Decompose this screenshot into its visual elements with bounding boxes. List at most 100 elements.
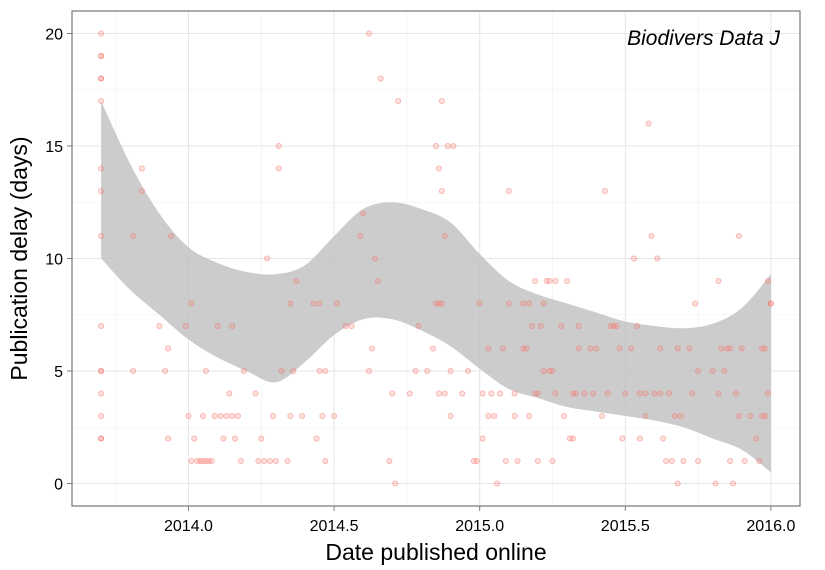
data-point — [732, 390, 739, 397]
data-point — [331, 412, 338, 419]
data-point — [313, 435, 320, 442]
data-point — [98, 53, 105, 60]
data-point — [604, 390, 611, 397]
data-point — [485, 345, 492, 352]
data-point — [473, 457, 480, 464]
data-point — [269, 412, 276, 419]
data-point — [502, 457, 509, 464]
data-point — [645, 120, 652, 127]
data-point — [564, 277, 571, 284]
data-point — [371, 255, 378, 262]
data-point — [412, 367, 419, 374]
data-point — [709, 367, 716, 374]
data-point — [735, 412, 742, 419]
data-point — [316, 300, 323, 307]
data-point — [648, 232, 655, 239]
y-tick-label: 5 — [54, 364, 63, 381]
data-point — [668, 457, 675, 464]
data-point — [756, 457, 763, 464]
data-point — [479, 435, 486, 442]
data-point — [549, 457, 556, 464]
data-point — [322, 367, 329, 374]
data-point — [98, 412, 105, 419]
data-point — [316, 367, 323, 374]
data-point — [692, 300, 699, 307]
data-point — [677, 412, 684, 419]
data-point — [622, 390, 629, 397]
data-point — [575, 322, 582, 329]
data-point — [188, 457, 195, 464]
data-point — [333, 300, 340, 307]
data-point — [275, 142, 282, 149]
data-point — [497, 390, 504, 397]
data-point — [715, 390, 722, 397]
data-point — [232, 435, 239, 442]
data-point — [299, 412, 306, 419]
data-point — [368, 345, 375, 352]
data-point — [290, 367, 297, 374]
x-tick-label: 2015.5 — [601, 518, 650, 535]
data-point — [741, 457, 748, 464]
data-point — [534, 457, 541, 464]
data-point — [98, 75, 105, 82]
data-point — [444, 142, 451, 149]
data-point — [229, 412, 236, 419]
data-point — [689, 390, 696, 397]
data-point — [619, 435, 626, 442]
data-point — [593, 345, 600, 352]
data-point — [529, 322, 536, 329]
data-point — [438, 300, 445, 307]
data-point — [278, 367, 285, 374]
data-point — [636, 435, 643, 442]
data-point — [642, 390, 649, 397]
data-point — [98, 98, 105, 105]
data-point — [200, 412, 207, 419]
data-point — [511, 412, 518, 419]
data-point — [485, 412, 492, 419]
data-point — [377, 75, 384, 82]
data-point — [98, 30, 105, 37]
data-point — [156, 322, 163, 329]
data-point — [98, 322, 105, 329]
data-point — [438, 98, 445, 105]
data-point — [695, 457, 702, 464]
data-point — [735, 232, 742, 239]
data-point — [762, 345, 769, 352]
data-point — [261, 457, 268, 464]
data-point — [680, 457, 687, 464]
data-point — [552, 390, 559, 397]
data-point — [438, 187, 445, 194]
y-tick-label: 10 — [45, 252, 63, 269]
data-point — [764, 390, 771, 397]
data-point — [447, 412, 454, 419]
data-point — [182, 322, 189, 329]
data-point — [721, 367, 728, 374]
data-point — [526, 300, 533, 307]
data-point — [130, 232, 137, 239]
data-point — [730, 480, 737, 487]
data-point — [590, 390, 597, 397]
data-point — [476, 300, 483, 307]
data-point — [360, 210, 367, 217]
data-point — [424, 367, 431, 374]
data-point — [505, 187, 512, 194]
data-point — [526, 412, 533, 419]
data-point — [727, 345, 734, 352]
data-point — [272, 457, 279, 464]
x-tick-label: 2016.0 — [746, 518, 795, 535]
data-point — [275, 165, 282, 172]
data-point — [587, 345, 594, 352]
data-point — [514, 457, 521, 464]
y-tick-label: 15 — [45, 139, 63, 156]
data-point — [168, 232, 175, 239]
data-point — [310, 300, 317, 307]
data-point — [747, 412, 754, 419]
data-point — [284, 457, 291, 464]
data-point — [753, 435, 760, 442]
data-point — [287, 300, 294, 307]
data-point — [258, 435, 265, 442]
data-point — [441, 232, 448, 239]
data-point — [738, 345, 745, 352]
data-point — [665, 390, 672, 397]
data-point — [657, 345, 664, 352]
